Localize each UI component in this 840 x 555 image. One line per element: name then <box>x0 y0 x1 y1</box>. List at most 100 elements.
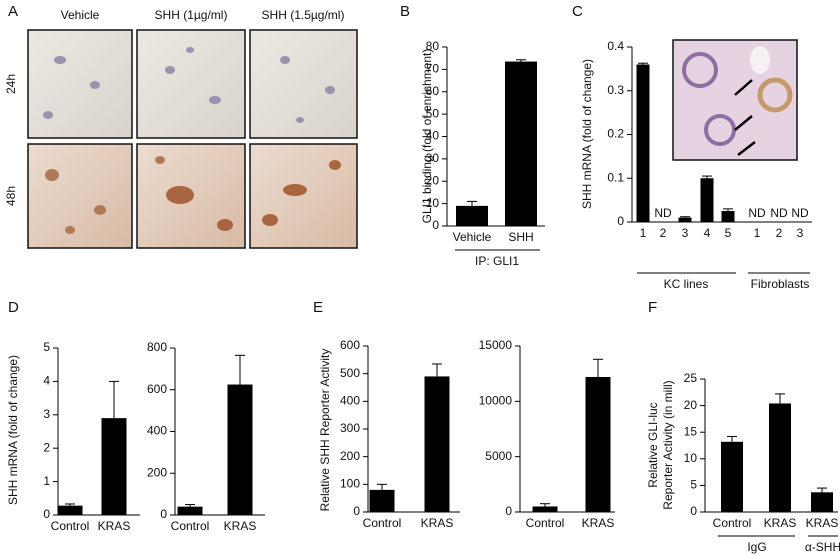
x-tick-label: KRAS <box>224 519 257 533</box>
y-tick-label: 500 <box>340 366 360 380</box>
y-tick-label: 600 <box>340 338 360 352</box>
panel-label: E <box>313 299 323 316</box>
y-tick-label: 0.2 <box>607 127 624 141</box>
y-tick-label: 30 <box>426 151 440 165</box>
value-label: ND <box>791 206 809 220</box>
y-axis-label: Reporter Activity (in mill) <box>661 380 675 509</box>
y-tick-label: 0.3 <box>607 83 624 97</box>
x-tick-label: 1 <box>754 226 761 240</box>
cells <box>43 47 341 234</box>
y-axis-label: SHH mRNA (fold of change) <box>580 59 594 209</box>
column-label: SHH (1.5µg/ml) <box>262 8 345 22</box>
x-tick-label: KRAS <box>582 516 615 530</box>
bar <box>57 505 83 515</box>
y-tick-label: 10000 <box>479 394 513 408</box>
y-tick-label: 800 <box>147 340 167 354</box>
y-tick-label: 20 <box>684 398 698 412</box>
bar <box>721 441 743 512</box>
y-tick-label: 0 <box>160 507 167 521</box>
group-label: α-SHH <box>805 540 840 554</box>
y-tick-label: 5000 <box>485 449 512 463</box>
bar <box>532 506 558 512</box>
y-tick-label: 10 <box>684 451 698 465</box>
bar <box>585 376 611 512</box>
value-label: ND <box>654 206 672 220</box>
x-tick-label: 3 <box>682 226 689 240</box>
x-tick-label: 1 <box>640 226 647 240</box>
x-tick-label: Control <box>526 516 565 530</box>
x-tick-label: Control <box>363 516 402 530</box>
x-tick-label: SHH <box>508 230 533 244</box>
bar <box>636 64 650 222</box>
panel-label: F <box>648 299 657 316</box>
y-tick-label: 50 <box>426 106 440 120</box>
y-tick-label: 2 <box>43 440 50 454</box>
y-tick-label: 100 <box>340 477 360 491</box>
bar <box>505 61 537 227</box>
y-tick-label: 200 <box>147 465 167 479</box>
x-tick-label: Control <box>713 516 752 530</box>
x-tick-label: Control <box>171 519 210 533</box>
y-tick-label: 300 <box>340 421 360 435</box>
y-tick-label: 600 <box>147 382 167 396</box>
y-tick-label: 70 <box>426 62 440 76</box>
y-tick-label: 40 <box>426 129 440 143</box>
bar <box>700 178 714 222</box>
y-tick-label: 0.4 <box>607 39 624 53</box>
x-tick-label: 2 <box>660 226 667 240</box>
y-axis-label: Relative SHH Reporter Activity <box>318 349 332 512</box>
value-label: ND <box>770 206 788 220</box>
group-label: KC lines <box>664 277 709 291</box>
column-label: Vehicle <box>61 8 100 22</box>
y-axis-label: SHH mRNA (fold of change) <box>6 355 20 505</box>
bar <box>678 217 692 222</box>
x-tick-label: Control <box>51 519 90 533</box>
y-tick-label: 5 <box>43 340 50 354</box>
y-axis-label: Relative GLI-luc <box>646 402 660 487</box>
y-tick-label: 0 <box>505 504 512 518</box>
inset-image <box>672 39 798 161</box>
x-tick-label: 5 <box>725 226 732 240</box>
x-tick-label: KRAS <box>806 516 839 530</box>
group-label: IgG <box>747 540 766 554</box>
x-tick-label: 2 <box>776 226 783 240</box>
y-tick-label: 3 <box>43 407 50 421</box>
y-tick-label: 4 <box>43 374 50 388</box>
x-axis-label: IP: GLI1 <box>475 254 519 268</box>
y-tick-label: 80 <box>426 39 440 53</box>
y-tick-label: 200 <box>340 449 360 463</box>
panel-label: C <box>572 3 583 20</box>
y-tick-label: 60 <box>426 84 440 98</box>
column-label: SHH (1µg/ml) <box>155 8 228 22</box>
group-label: Fibroblasts <box>751 277 810 291</box>
y-tick-label: 0 <box>43 507 50 521</box>
x-tick-label: 4 <box>704 226 711 240</box>
panel-label: D <box>8 299 19 316</box>
y-axis-label: GLI1 binding (fold of enrichment) <box>420 49 434 224</box>
y-tick-label: 0 <box>690 504 697 518</box>
y-tick-label: 10 <box>426 196 440 210</box>
bar <box>456 205 488 226</box>
y-tick-label: 1 <box>43 474 50 488</box>
y-tick-label: 400 <box>147 424 167 438</box>
bar <box>177 506 203 515</box>
bar <box>227 384 253 515</box>
bar <box>101 418 127 515</box>
bar <box>721 211 735 222</box>
x-tick-label: 3 <box>797 226 804 240</box>
bar <box>424 376 450 512</box>
x-tick-label: Vehicle <box>453 230 492 244</box>
bar <box>811 492 833 512</box>
row-label: 48h <box>4 186 18 206</box>
bar <box>769 403 791 512</box>
y-tick-label: 15 <box>684 424 698 438</box>
y-tick-label: 25 <box>684 371 698 385</box>
bar <box>369 489 395 512</box>
y-tick-label: 0 <box>353 504 360 518</box>
y-tick-label: 20 <box>426 173 440 187</box>
x-tick-label: KRAS <box>421 516 454 530</box>
panel-label: B <box>400 3 410 20</box>
y-tick-label: 0 <box>617 214 624 228</box>
row-label: 24h <box>4 74 18 94</box>
